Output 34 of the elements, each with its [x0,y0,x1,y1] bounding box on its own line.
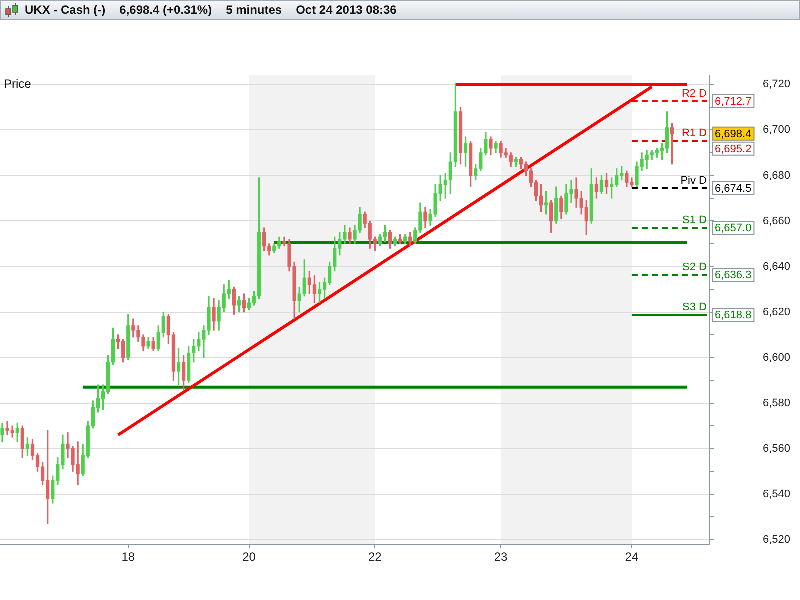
chart-title: UKX - Cash (-) [25,3,106,17]
y-tick-label: 6,660 [763,215,791,228]
x-tick-label: 18 [122,550,136,564]
y-tick-label: 6,640 [763,260,791,273]
y-tick-label: 6,560 [763,442,791,455]
text: 6,698.4 [715,128,752,140]
data-label: 6,618.8 [715,310,752,322]
series-label: R2 D [682,88,708,100]
series-label: S3 D [682,302,708,314]
series-label: S1 D [682,214,708,227]
x-tick-label: 22 [368,550,382,564]
data-label: 6,712.7 [715,96,752,108]
series-label: R1 D [682,128,708,140]
y-tick-label: 6,540 [763,488,791,500]
x-tick-label: 23 [494,550,508,564]
series-label: S2 D [682,262,708,274]
y-axis-title: Price [4,76,32,91]
y-tick-label: 6,700 [763,124,791,136]
y-tick-label: 6,600 [763,352,791,364]
y-tick-label: 6,580 [763,397,791,410]
data-label: 6,657.0 [715,222,752,235]
series-label: Piv D [680,174,708,187]
y-tick-label: 6,680 [763,170,791,182]
text: Oct 24 2013 08:36 [296,3,397,17]
y-tick-label: 6,620 [763,306,791,318]
y-tick-label: 6,720 [763,78,791,91]
data-label: 6,636.3 [715,270,752,282]
data-label: 6,695.2 [715,143,752,156]
x-tick-label: 24 [625,550,639,564]
data-label: 6,674.5 [715,182,752,195]
y-tick-label: 6,520 [763,534,791,546]
x-tick-label: 20 [242,550,256,564]
chart-subtitle: 6,698.4 (+0.31%) [120,3,212,17]
text: 5 minutes [226,3,282,17]
